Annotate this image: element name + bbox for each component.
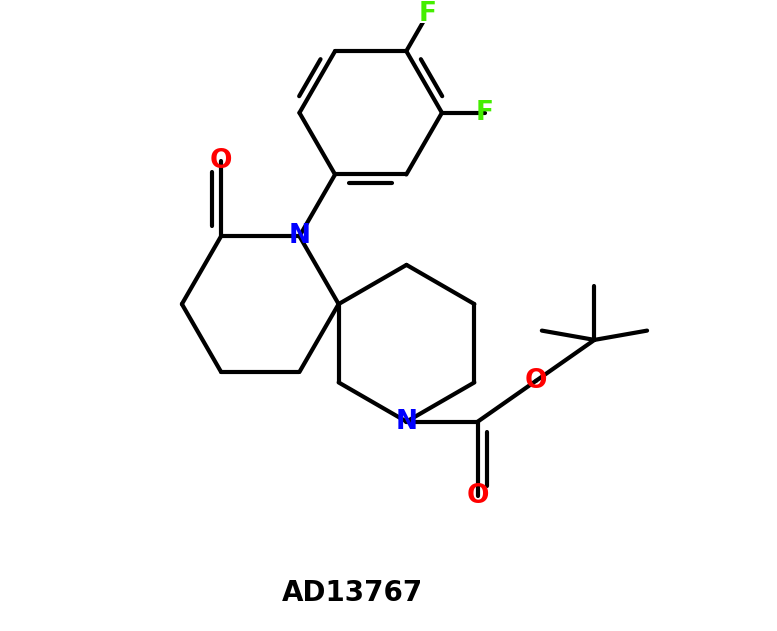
Text: N: N — [288, 223, 311, 249]
Text: F: F — [419, 1, 437, 27]
Text: F: F — [476, 100, 493, 126]
Text: AD13767: AD13767 — [282, 579, 423, 606]
Text: O: O — [466, 483, 489, 509]
Text: O: O — [524, 368, 547, 394]
Text: O: O — [210, 148, 232, 174]
Text: N: N — [395, 409, 417, 435]
